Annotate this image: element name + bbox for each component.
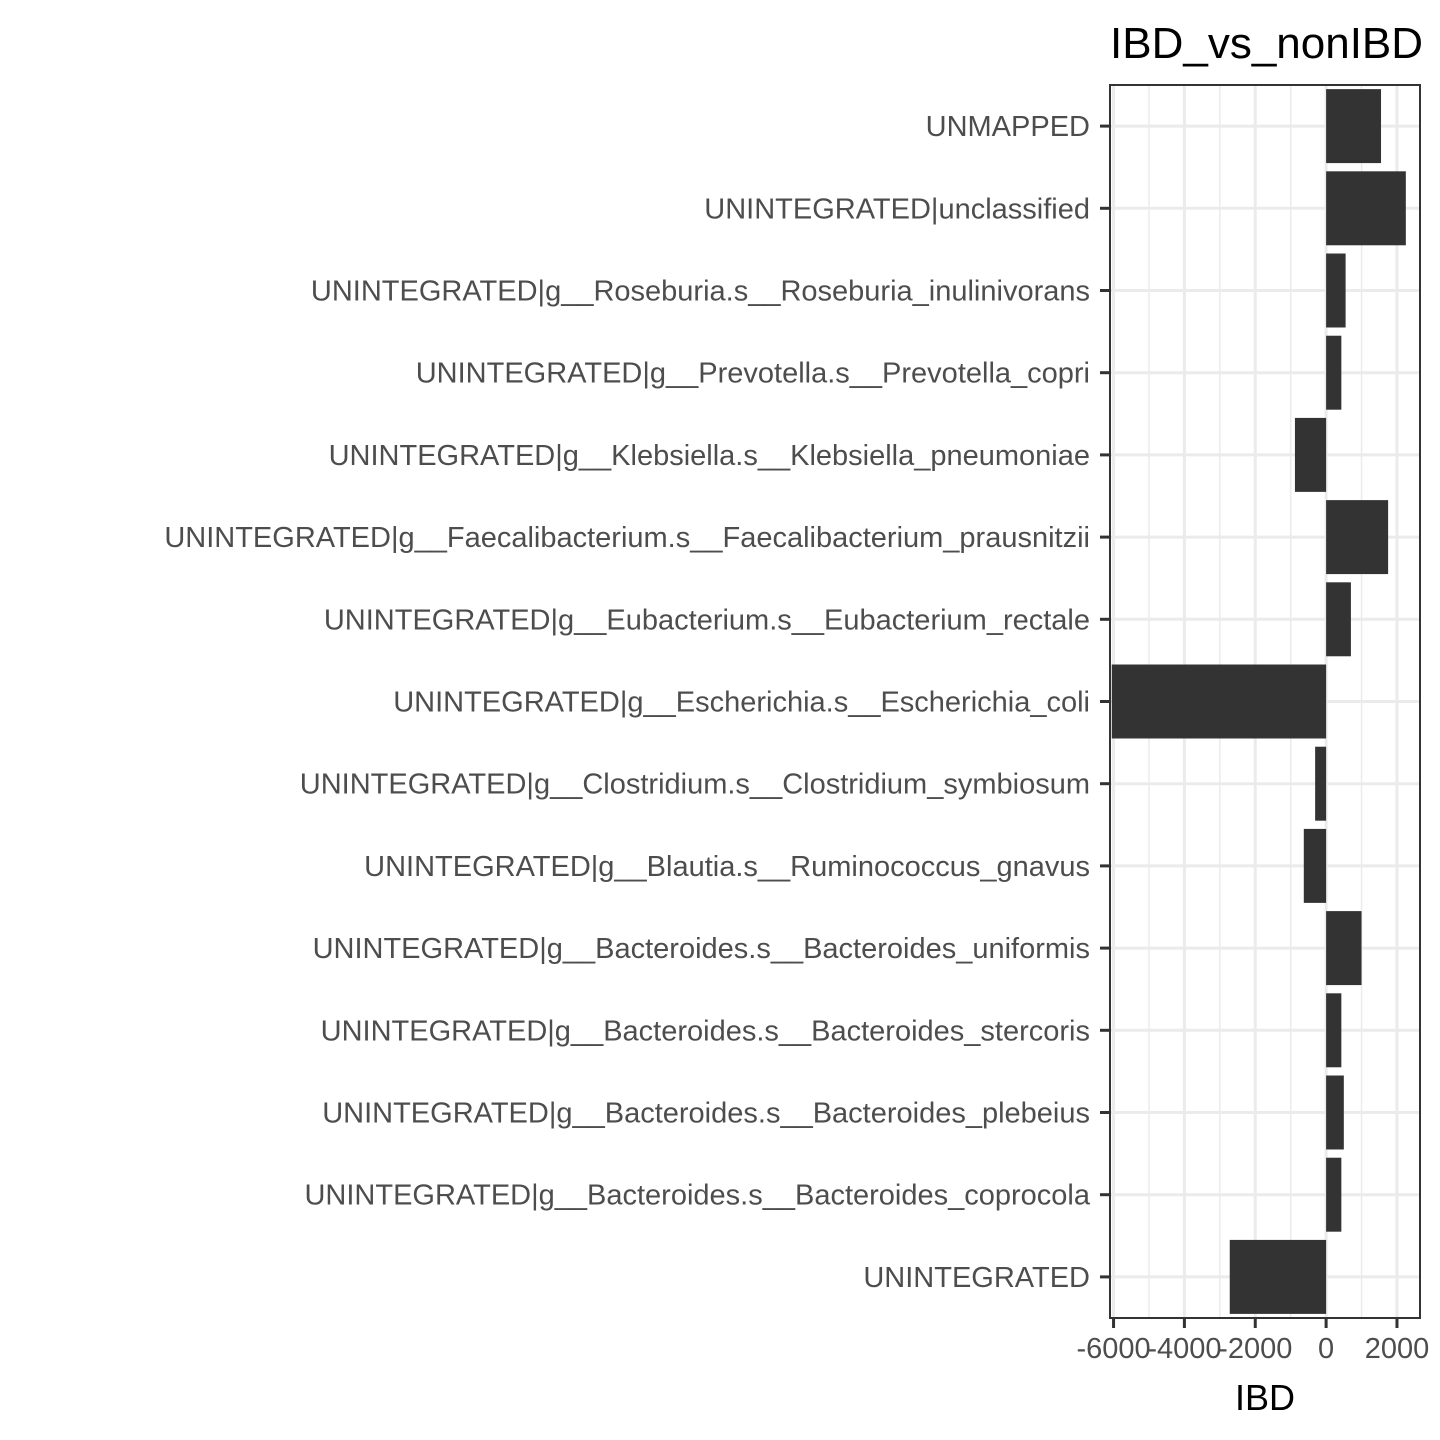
bar: [1326, 335, 1342, 410]
x-tick-label: 2000: [1365, 1333, 1430, 1365]
y-tick-label: UNINTEGRATED|g__Eubacterium.s__Eubacteri…: [324, 604, 1090, 636]
bar: [1315, 746, 1327, 821]
bars: [1111, 89, 1406, 1314]
bar: [1326, 89, 1382, 164]
y-tick-label: UNINTEGRATED|g__Blautia.s__Ruminococcus_…: [364, 851, 1090, 883]
y-tick-label: UNINTEGRATED|g__Clostridium.s__Clostridi…: [300, 769, 1090, 801]
bar: [1294, 417, 1327, 492]
bar: [1111, 664, 1327, 739]
x-tick-label: -4000: [1147, 1333, 1221, 1365]
y-tick-label: UNINTEGRATED|g__Bacteroides.s__Bacteroid…: [321, 1015, 1090, 1047]
bar: [1303, 828, 1327, 903]
x-axis-title: IBD: [1235, 1377, 1295, 1418]
y-tick-label: UNINTEGRATED|g__Bacteroides.s__Bacteroid…: [304, 1180, 1090, 1212]
y-axis: UNMAPPED UNINTEGRATED|unclassified UNINTEG…: [164, 111, 1110, 1294]
y-tick-label: UNINTEGRATED|g__Faecalibacterium.s__Faec…: [164, 522, 1090, 554]
y-tick-label: UNMAPPED: [926, 111, 1090, 143]
bar: [1326, 253, 1346, 328]
bar: [1326, 911, 1362, 986]
bar: [1326, 993, 1342, 1068]
y-tick-label: UNINTEGRATED|g__Escherichia.s__Escherich…: [393, 687, 1090, 719]
bar: [1326, 1075, 1344, 1150]
x-axis: -6000-4000-2000 0 2000: [1076, 1318, 1429, 1365]
bar: [1326, 582, 1351, 657]
x-tick-label: 0: [1318, 1333, 1334, 1365]
bar: [1326, 1157, 1342, 1232]
bar: [1326, 171, 1406, 246]
bar: [1326, 500, 1389, 575]
y-tick-label: UNINTEGRATED: [863, 1262, 1090, 1294]
y-tick-label: UNINTEGRATED|g__Bacteroides.s__Bacteroid…: [313, 933, 1090, 965]
chart-title: IBD_vs_nonIBD: [1110, 19, 1423, 68]
x-tick-label: -2000: [1218, 1333, 1292, 1365]
y-tick-label: UNINTEGRATED|g__Bacteroides.s__Bacteroid…: [322, 1098, 1090, 1130]
bar: [1229, 1239, 1327, 1314]
y-tick-label: UNINTEGRATED|g__Prevotella.s__Prevotella…: [416, 358, 1090, 390]
y-tick-label: UNINTEGRATED|g__Roseburia.s__Roseburia_i…: [311, 276, 1090, 308]
y-tick-label: UNINTEGRATED|unclassified: [704, 193, 1090, 225]
y-tick-label: UNINTEGRATED|g__Klebsiella.s__Klebsiella…: [329, 440, 1090, 472]
x-tick-label: -6000: [1076, 1333, 1150, 1365]
